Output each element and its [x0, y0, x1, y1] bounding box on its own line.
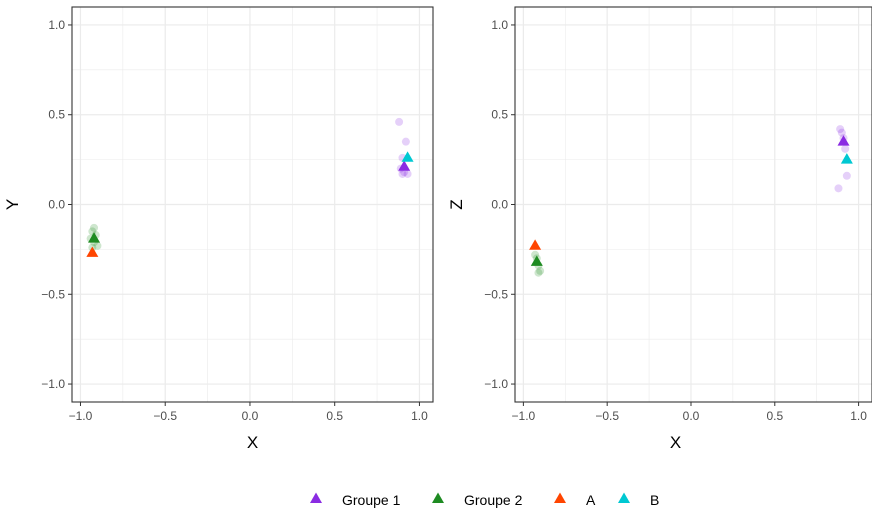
- data-point-groupe-1: [401, 137, 410, 146]
- data-point-groupe-1: [841, 144, 850, 153]
- x-tick-label: 0.5: [326, 409, 343, 423]
- panel-xz: −1.0 −0.5 0.0 0.5 1.0 −1.0 −0.5 0.0 0.5 1.0 X Z: [447, 6, 872, 452]
- legend-item-groupe-2: Groupe 2: [432, 492, 523, 508]
- x-tick-label: 0.5: [766, 409, 783, 423]
- x-tick-label: −1.0: [512, 409, 536, 423]
- legend-item-a: A: [554, 492, 596, 508]
- legend-label: Groupe 2: [464, 492, 523, 508]
- data-point-groupe-1-highlight: [837, 135, 850, 146]
- data-point-groupe-1: [398, 169, 407, 178]
- y-tick-label: 0.0: [48, 198, 65, 212]
- legend-item-b: B: [618, 492, 659, 508]
- y-tick-label: −0.5: [41, 287, 65, 301]
- y-tick-label: 1.0: [48, 18, 65, 32]
- legend-item-groupe-1: Groupe 1: [310, 492, 401, 508]
- data-point-groupe-1: [834, 184, 843, 193]
- data-point-groupe-1: [403, 169, 412, 178]
- x-tick-label: 1.0: [850, 409, 867, 423]
- x-axis-title: X: [670, 433, 681, 452]
- data-point-groupe-2-highlight: [530, 255, 543, 266]
- panel-xy: −1.0 −0.5 0.0 0.5 1.0 −1.0 −0.5 0.0 0.5 1.0 X Y: [3, 6, 434, 452]
- data-point-groupe-2-highlight: [88, 232, 101, 243]
- data-point-groupe-1: [837, 128, 846, 137]
- data-point-groupe-1: [395, 117, 404, 126]
- x-tick-label: 1.0: [411, 409, 428, 423]
- data-point-groupe-2: [534, 268, 543, 277]
- data-point-groupe-1-highlight: [398, 160, 411, 171]
- x-tick-label: −1.0: [69, 409, 93, 423]
- data-point-a-highlight: [529, 239, 542, 250]
- data-point-groupe-2: [536, 266, 545, 275]
- data-point-groupe-2: [90, 223, 99, 232]
- legend-triangle-icon: [618, 492, 630, 503]
- y-tick-label: −1.0: [41, 377, 65, 391]
- data-point-groupe-2: [93, 241, 102, 250]
- x-tick-label: 0.0: [242, 409, 259, 423]
- y-axis-title: Y: [3, 199, 22, 210]
- legend-label: A: [586, 492, 596, 508]
- data-point-b-highlight: [840, 153, 853, 164]
- y-tick-label: −1.0: [484, 377, 508, 391]
- data-point-groupe-1: [842, 171, 851, 180]
- y-tick-label: 1.0: [491, 18, 508, 32]
- data-point-groupe-1: [836, 125, 845, 134]
- y-tick-label: 0.5: [48, 108, 65, 122]
- x-tick-label: −0.5: [153, 409, 177, 423]
- legend-triangle-icon: [310, 492, 322, 503]
- legend-label: B: [650, 492, 659, 508]
- y-tick-label: 0.0: [491, 198, 508, 212]
- legend: Groupe 1 Groupe 2 A B: [310, 492, 659, 508]
- x-tick-label: 0.0: [683, 409, 700, 423]
- legend-triangle-icon: [432, 492, 444, 503]
- legend-label: Groupe 1: [342, 492, 401, 508]
- x-axis-title: X: [247, 433, 258, 452]
- legend-triangle-icon: [554, 492, 566, 503]
- data-point-a-highlight: [86, 246, 99, 257]
- x-tick-label: −0.5: [595, 409, 619, 423]
- y-tick-label: −0.5: [484, 287, 508, 301]
- y-axis-title: Z: [447, 199, 466, 209]
- data-point-b-highlight: [401, 151, 414, 162]
- y-tick-label: 0.5: [491, 108, 508, 122]
